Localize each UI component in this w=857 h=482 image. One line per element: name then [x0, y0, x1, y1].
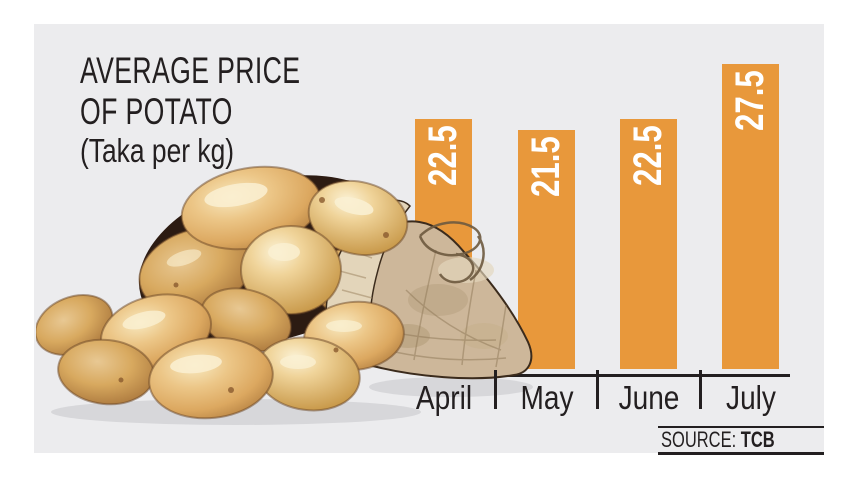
- source-value: TCB: [740, 427, 775, 452]
- title-subtitle: (Taka per kg): [80, 132, 235, 169]
- potato-sack-illustration: [36, 165, 533, 425]
- source-box: SOURCE: TCB: [658, 426, 824, 455]
- infographic-panel: AVERAGE PRICE OF POTATO (Taka per kg) 22…: [34, 24, 824, 455]
- title-line-2: OF POTATO: [80, 91, 233, 132]
- potato-highlights: [122, 182, 374, 374]
- potato: [148, 336, 274, 420]
- potato: [307, 180, 409, 256]
- potato: [240, 225, 342, 315]
- bar-value-label: 22.5: [626, 125, 670, 186]
- bar-may: 21.5: [518, 130, 575, 369]
- source-text: SOURCE: TCB: [661, 429, 775, 451]
- bar-value-label: 27.5: [728, 70, 772, 131]
- bar-june: 22.5: [620, 119, 677, 369]
- spilled-potatoes: [36, 287, 405, 420]
- potato-spots: [118, 197, 389, 393]
- x-axis-line: [430, 374, 790, 377]
- source-label: SOURCE:: [661, 427, 737, 452]
- drawstring-rope: [418, 221, 485, 284]
- title-line-1: AVERAGE PRICE: [80, 50, 301, 91]
- title-block: AVERAGE PRICE OF POTATO (Taka per kg): [80, 50, 386, 168]
- bar-july: 27.5: [722, 64, 779, 369]
- potatoes-front-of-rim: [240, 180, 409, 315]
